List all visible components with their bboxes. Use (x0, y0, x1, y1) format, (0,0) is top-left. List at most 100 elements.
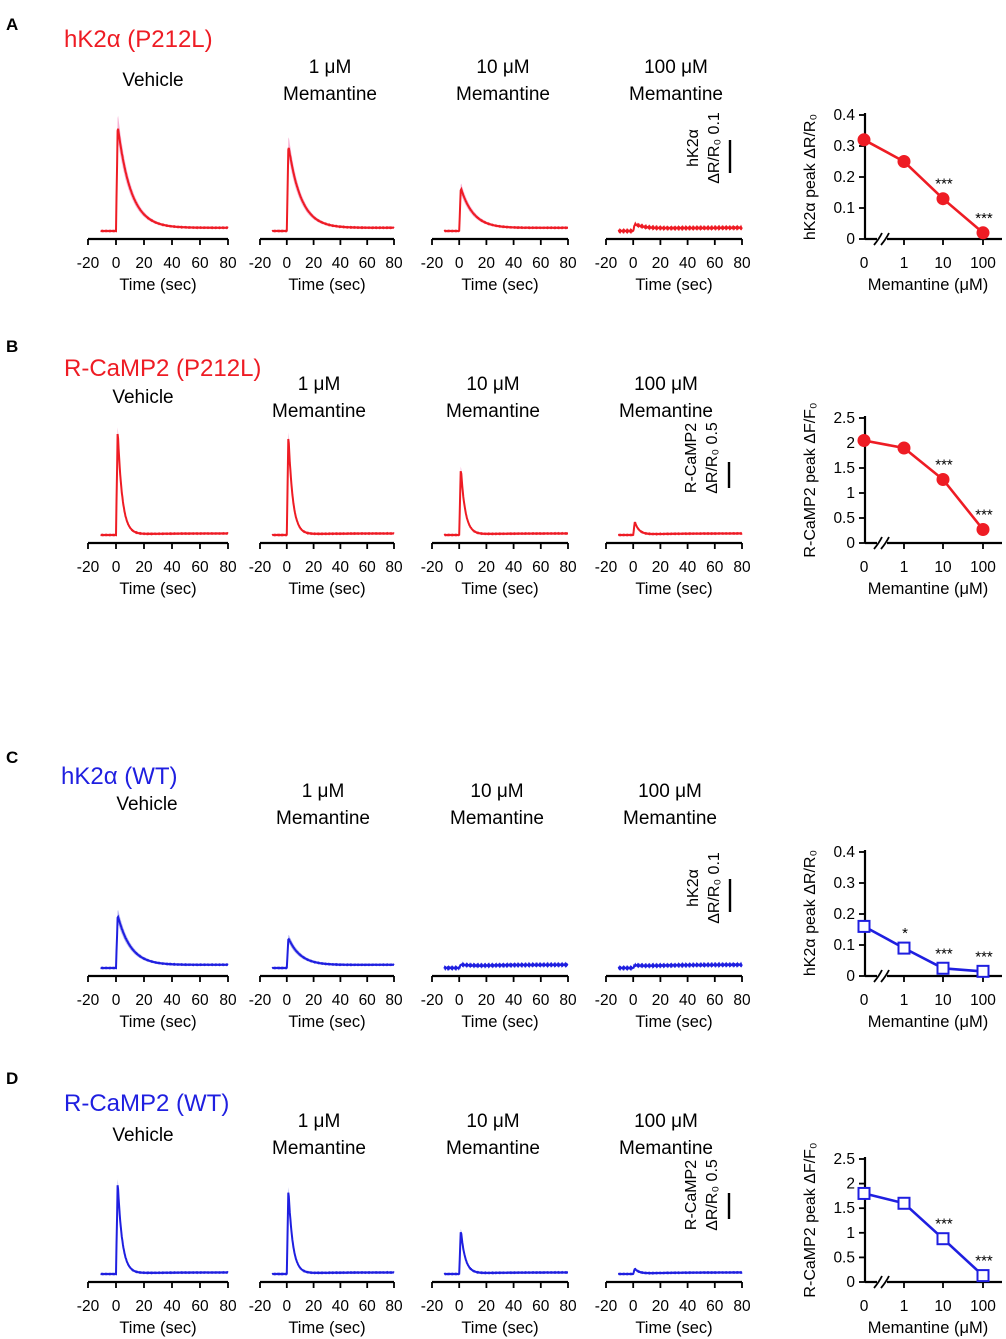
trace-tick-label-d-3-5: 80 (559, 1298, 577, 1315)
trace-tick-label-b-1-1: 0 (112, 559, 121, 576)
trace-tick-label-b-1-3: 40 (163, 559, 181, 576)
trace-tick-label-d-2-2: 20 (305, 1298, 323, 1315)
trace-tick-label-a-3-5: 80 (559, 255, 577, 272)
trace-line-c-1 (100, 914, 229, 970)
trace-xlabel-c-4: Time (sec) (635, 1013, 712, 1031)
trace-tick-label-b-4-2: 20 (652, 559, 670, 576)
trace-tick-label-b-1-4: 60 (191, 559, 209, 576)
summary-point-b-0 (857, 434, 871, 447)
summary-significance-b-3: *** (975, 507, 993, 524)
trace-tick-label-d-1-0: -20 (77, 1298, 100, 1315)
condition-label-b-1: Vehicle (112, 387, 173, 408)
condition-label-c-4b: Memantine (623, 808, 717, 829)
trace-tick-label-a-4-4: 60 (706, 255, 724, 272)
summary-ytick-label-d-1: 0.5 (833, 1249, 855, 1266)
panel-title-c: hK2α (WT) (61, 763, 178, 790)
trace-tick-label-a-2-5: 80 (385, 255, 403, 272)
trace-tick-label-b-4-1: 0 (629, 559, 638, 576)
trace-tick-label-b-4-3: 40 (679, 559, 697, 576)
trace-tick-label-c-1-1: 0 (112, 992, 121, 1009)
trace-xlabel-b-2: Time (sec) (288, 580, 365, 598)
summary-axis-break-d (873, 1275, 890, 1289)
trace-tick-label-d-1-2: 20 (135, 1298, 153, 1315)
condition-label-d-3a: 10 μM (466, 1111, 519, 1132)
trace-tick-label-c-4-0: -20 (595, 992, 618, 1009)
summary-ytick-label-d-3: 1.5 (833, 1200, 855, 1217)
trace-xlabel-a-1: Time (sec) (119, 276, 196, 294)
summary-xtick-label-a-3: 100 (970, 255, 996, 272)
summary-ylabel-a: hK2α peak ΔR/R₀ (802, 114, 819, 240)
summary-ylabel-c: hK2α peak ΔR/R₀ (802, 850, 819, 976)
scale-bar-label-d-2: ΔR/R₀ 0.5 (704, 1159, 721, 1231)
trace-line-b-1 (100, 433, 229, 537)
trace-tick-label-a-1-2: 20 (135, 255, 153, 272)
scale-bar-label-b-1: R-CaMP2 (683, 423, 700, 493)
summary-point-d-2 (936, 1232, 950, 1246)
scale-bar-label-c-2: ΔR/R₀ 0.1 (706, 852, 723, 924)
trace-tick-label-b-4-0: -20 (595, 559, 618, 576)
scale-bar-label-b-2: ΔR/R₀ 0.5 (704, 422, 721, 494)
trace-sem-band-b-2 (272, 432, 394, 537)
trace-xlabel-d-4: Time (sec) (635, 1319, 712, 1337)
condition-label-b-3a: 10 μM (466, 374, 519, 395)
summary-point-c-3 (976, 964, 990, 978)
trace-tick-label-d-2-3: 40 (332, 1298, 350, 1315)
trace-tick-label-c-4-1: 0 (629, 992, 638, 1009)
trace-line-a-1 (100, 128, 229, 233)
trace-tick-label-b-2-1: 0 (282, 559, 291, 576)
condition-label-b-4b: Memantine (619, 401, 713, 422)
trace-sem-band-d-1 (100, 1179, 228, 1276)
summary-significance-d-2: *** (935, 1216, 953, 1233)
trace-tick-label-a-2-1: 0 (282, 255, 291, 272)
summary-significance-d-3: *** (975, 1253, 993, 1270)
condition-label-a-4b: Memantine (629, 84, 723, 105)
trace-tick-label-c-3-4: 60 (532, 992, 550, 1009)
trace-tick-label-c-4-4: 60 (706, 992, 724, 1009)
trace-tick-label-a-2-4: 60 (359, 255, 377, 272)
trace-tick-label-a-3-3: 40 (505, 255, 523, 272)
condition-label-a-4a: 100 μM (644, 57, 708, 78)
summary-significance-c-3: *** (975, 948, 993, 965)
trace-tick-label-c-3-5: 80 (559, 992, 577, 1009)
summary-xtick-label-d-1: 1 (900, 1298, 909, 1315)
trace-xlabel-a-3: Time (sec) (461, 276, 538, 294)
scale-bar-label-c-1: hK2α (685, 869, 702, 907)
trace-tick-label-a-4-5: 80 (733, 255, 751, 272)
summary-xlabel-d: Memantine (μM) (868, 1319, 988, 1337)
summary-ytick-label-a-4: 0.4 (833, 107, 855, 124)
trace-tick-label-b-1-2: 20 (135, 559, 153, 576)
trace-line-d-3 (443, 1231, 568, 1276)
summary-xtick-label-c-1: 1 (900, 992, 909, 1009)
summary-ytick-label-d-5: 2.5 (833, 1151, 855, 1168)
trace-tick-label-c-1-3: 40 (163, 992, 181, 1009)
trace-tick-label-b-1-0: -20 (77, 559, 100, 576)
summary-point-a-3 (976, 226, 990, 240)
trace-tick-label-d-2-1: 0 (282, 1298, 291, 1315)
condition-label-a-3b: Memantine (456, 84, 550, 105)
condition-label-c-3b: Memantine (450, 808, 544, 829)
trace-tick-label-c-1-4: 60 (191, 992, 209, 1009)
summary-xtick-label-d-2: 10 (934, 1298, 952, 1315)
trace-line-d-1 (100, 1185, 229, 1276)
trace-sem-band-d-2 (272, 1187, 394, 1276)
summary-point-c-2 (936, 961, 950, 975)
condition-label-d-2b: Memantine (272, 1138, 366, 1159)
summary-axis-break-b (873, 536, 890, 550)
trace-line-a-4 (617, 221, 743, 235)
panel-letter-a: A (6, 15, 18, 34)
summary-line-a (863, 138, 984, 234)
summary-ytick-label-c-0: 0 (846, 968, 855, 985)
trace-tick-label-c-2-3: 40 (332, 992, 350, 1009)
trace-xlabel-b-4: Time (sec) (635, 580, 712, 598)
condition-label-d-4a: 100 μM (634, 1111, 698, 1132)
summary-ytick-label-d-0: 0 (846, 1274, 855, 1291)
trace-tick-label-d-4-1: 0 (629, 1298, 638, 1315)
trace-tick-label-d-3-1: 0 (455, 1298, 464, 1315)
summary-ytick-label-a-0: 0 (846, 231, 855, 248)
condition-label-b-2a: 1 μM (298, 374, 341, 395)
trace-tick-label-a-4-3: 40 (679, 255, 697, 272)
summary-xlabel-a: Memantine (μM) (868, 276, 988, 294)
summary-axis-break-gap-c (877, 969, 887, 983)
trace-tick-label-c-4-3: 40 (679, 992, 697, 1009)
condition-label-c-1: Vehicle (116, 794, 177, 815)
